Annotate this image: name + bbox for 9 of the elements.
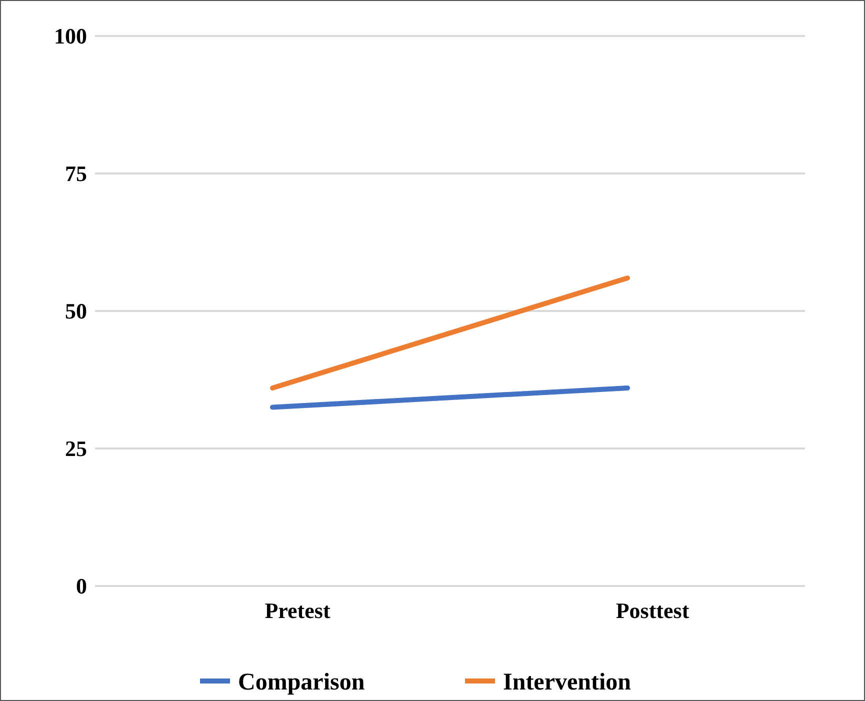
y-tick-label: 25 [65, 436, 87, 462]
legend-label: Intervention [503, 669, 631, 696]
y-tick-label: 0 [76, 574, 87, 599]
x-tick-label: Pretest [264, 598, 331, 623]
y-tick-label: 75 [65, 161, 87, 186]
legend-label: Comparison [238, 669, 365, 696]
x-tick-label: Posttest [616, 598, 690, 623]
y-tick-label: 50 [65, 298, 87, 324]
y-tick-label: 100 [54, 24, 87, 49]
